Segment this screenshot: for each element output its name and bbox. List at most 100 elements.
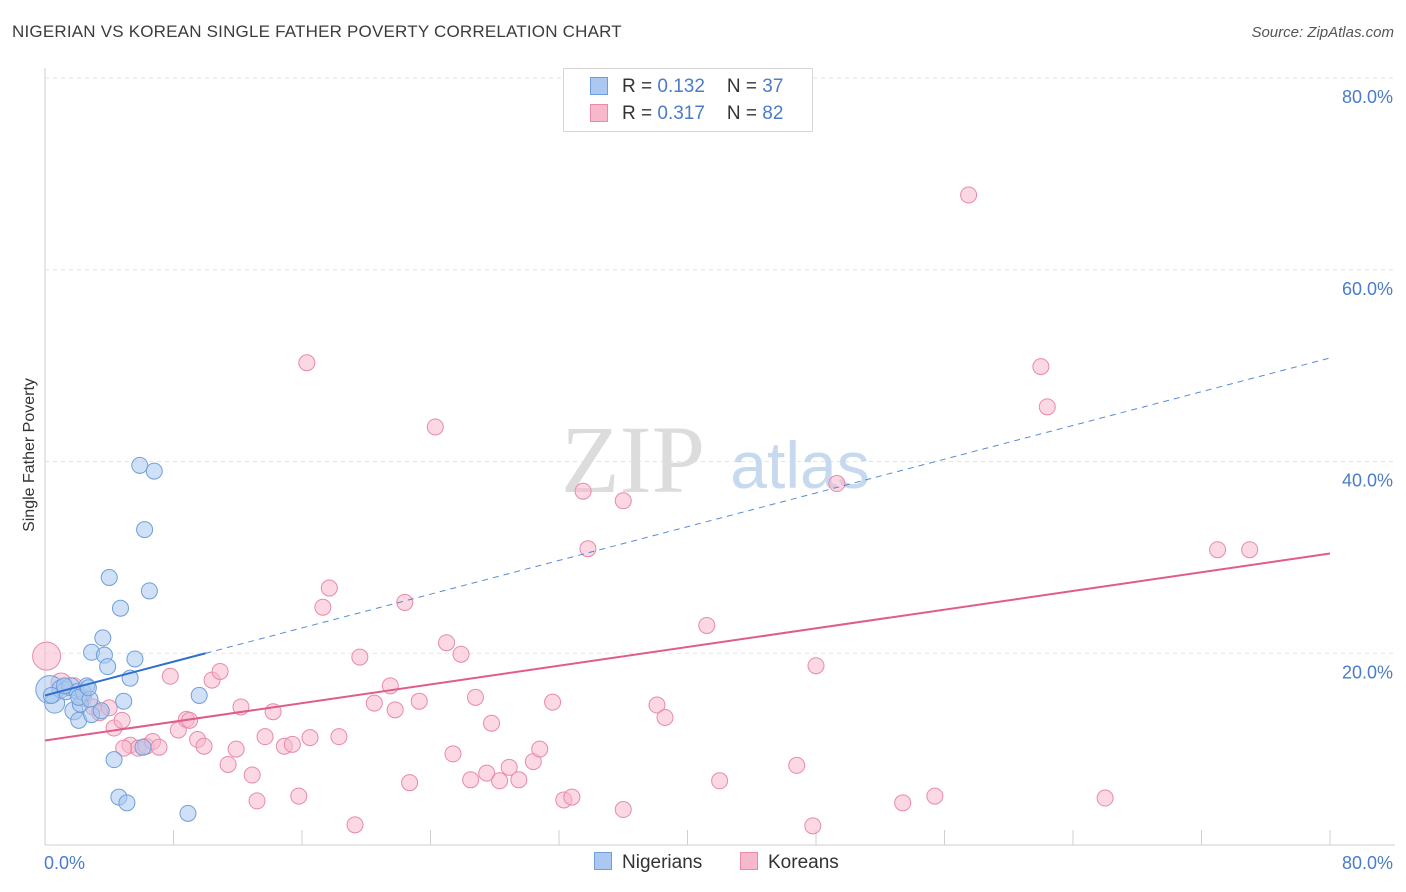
point-koreans: [579, 540, 597, 558]
point-koreans: [438, 634, 456, 652]
bottom-legend-nigerians: Nigerians: [594, 852, 702, 874]
point-koreans: [396, 593, 414, 611]
axes: [44, 68, 1395, 846]
point-koreans: [243, 766, 261, 784]
legend-n-label: N =: [726, 103, 763, 124]
point-koreans: [491, 772, 509, 790]
point-koreans: [115, 739, 133, 757]
y-tick-label: 80.0%: [1342, 87, 1393, 107]
point-nigerians: [111, 599, 129, 617]
series-nigerians: [35, 456, 208, 822]
watermark: ZIP atlas: [561, 406, 870, 513]
point-nigerians: [99, 658, 117, 676]
trendline-nigerians: [44, 652, 206, 697]
point-nigerians: [115, 692, 133, 710]
point-koreans: [1096, 789, 1114, 807]
point-koreans: [452, 645, 470, 663]
bottom-legend-koreans: Koreans: [740, 852, 839, 874]
trendlines: [44, 357, 1331, 742]
trendline-nigerians-extrapolated: [205, 357, 1331, 654]
point-koreans: [788, 756, 806, 774]
point-koreans: [1209, 541, 1227, 559]
point-koreans: [711, 772, 729, 790]
point-koreans: [195, 737, 213, 755]
point-nigerians: [134, 738, 152, 756]
point-koreans: [150, 738, 168, 756]
y-tick-label: 40.0%: [1342, 471, 1393, 491]
point-koreans: [544, 693, 562, 711]
legend-n-value-koreans: 82: [762, 103, 784, 124]
legend-swatch-nigerians: [590, 77, 608, 95]
point-koreans: [346, 816, 364, 834]
point-koreans: [320, 579, 338, 597]
point-koreans: [444, 745, 462, 763]
point-koreans: [298, 354, 316, 372]
point-koreans: [614, 492, 632, 510]
point-koreans: [113, 711, 131, 729]
point-koreans: [960, 186, 978, 204]
correlation-legend: R = 0.132 N = 37 R = 0.317 N = 82: [563, 68, 813, 132]
point-koreans: [531, 740, 549, 758]
legend-swatch-koreans: [590, 104, 608, 122]
bottom-legend-swatch-nigerians: [594, 852, 612, 870]
legend-r-value-nigerians: 0.132: [657, 76, 705, 97]
point-koreans: [656, 708, 674, 726]
point-koreans: [219, 755, 237, 773]
point-nigerians: [179, 804, 197, 822]
point-koreans: [698, 616, 716, 634]
point-nigerians: [92, 702, 110, 720]
point-koreans: [500, 758, 518, 776]
chart-title: NIGERIAN VS KOREAN SINGLE FATHER POVERTY…: [12, 22, 622, 41]
legend-r-label: R =: [622, 103, 658, 124]
y-tick-label: 60.0%: [1342, 279, 1393, 299]
point-nigerians: [105, 751, 123, 769]
point-koreans: [1241, 541, 1259, 559]
point-koreans: [648, 696, 666, 714]
tick-labels: 20.0% 40.0% 60.0% 80.0% 0.0% 80.0%: [44, 87, 1393, 873]
point-koreans: [227, 740, 245, 758]
legend-r-value-koreans: 0.317: [657, 103, 705, 124]
point-koreans: [330, 728, 348, 746]
series-koreans: [32, 186, 1259, 835]
watermark-atlas: atlas: [730, 428, 869, 502]
bottom-legend-swatch-koreans: [740, 852, 758, 870]
point-koreans: [574, 482, 592, 500]
point-nigerians: [140, 582, 158, 600]
point-koreans: [462, 771, 480, 789]
gridlines: [45, 77, 1395, 654]
point-koreans: [211, 662, 229, 680]
y-tick-label: 20.0%: [1342, 662, 1393, 682]
point-koreans: [563, 788, 581, 806]
point-koreans: [426, 418, 444, 436]
point-nigerians: [136, 521, 154, 539]
point-nigerians: [131, 456, 149, 474]
legend-r-label: R =: [622, 76, 658, 97]
point-koreans: [248, 792, 266, 810]
point-koreans: [256, 728, 274, 746]
point-koreans: [926, 787, 944, 805]
point-koreans: [510, 771, 528, 789]
point-koreans: [804, 817, 822, 835]
point-koreans: [894, 794, 912, 812]
point-koreans: [386, 701, 404, 719]
point-nigerians: [42, 686, 60, 704]
point-nigerians: [190, 686, 208, 704]
point-koreans: [283, 735, 301, 753]
point-koreans: [410, 692, 428, 710]
bottom-legend-label-nigerians: Nigerians: [622, 852, 703, 873]
point-koreans: [466, 688, 484, 706]
point-nigerians: [100, 569, 118, 587]
point-koreans: [828, 475, 846, 493]
point-koreans: [807, 657, 825, 675]
legend-n-value-nigerians: 37: [762, 76, 784, 97]
source-label: Source: ZipAtlas.com: [1251, 24, 1394, 41]
point-koreans: [483, 714, 501, 732]
point-koreans: [1038, 398, 1056, 416]
bottom-legend-label-koreans: Koreans: [768, 852, 839, 873]
legend-n-label: N =: [726, 76, 763, 97]
point-nigerians: [145, 462, 163, 480]
point-koreans: [290, 787, 308, 805]
point-nigerians: [118, 794, 136, 812]
point-nigerians: [94, 629, 112, 647]
